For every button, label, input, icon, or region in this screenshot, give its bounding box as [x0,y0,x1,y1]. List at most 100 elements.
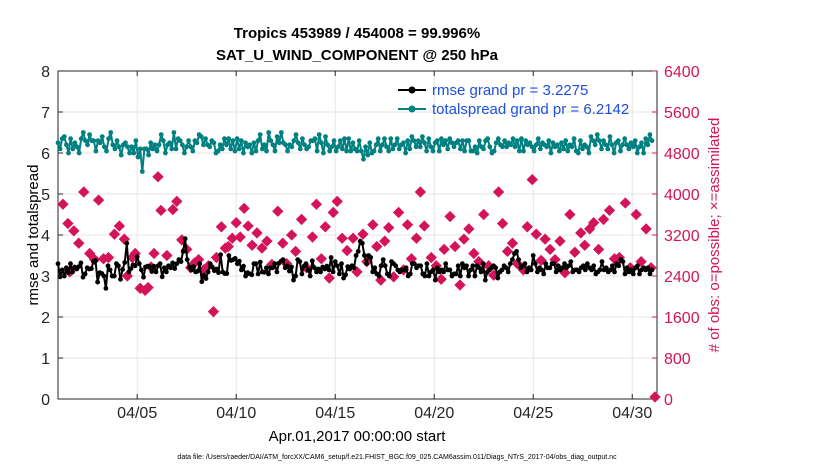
obs-marker [564,208,576,221]
totalspread-point [228,146,234,152]
rmse-point [118,276,123,282]
totalspread-point [630,144,636,150]
totalspread-point [238,138,244,144]
rmse-point [303,261,309,267]
totalspread-point [148,140,154,146]
totalspread-point [599,146,604,152]
totalspread-point [285,148,290,154]
obs-marker [410,232,423,244]
totalspread-point [367,140,373,146]
rmse-point [460,261,465,267]
totalspread-point [377,148,383,154]
y-tick-label-left: 2 [41,310,50,327]
totalspread-point [554,142,560,148]
totalspread-point [306,144,312,150]
obs-marker [92,194,105,206]
totalspread-point [365,152,371,158]
rmse-point [351,265,357,271]
rmse-point [370,269,376,275]
totalspread-point [268,138,274,144]
obs-marker [246,239,258,251]
rmse-point [328,255,334,260]
y-tick-label-right: 1600 [664,310,700,327]
obs-marker [315,253,328,265]
totalspread-point [127,150,132,156]
rmse-point [339,261,344,267]
rmse-point [447,267,453,273]
totalspread-point [104,148,109,154]
totalspread-point [101,144,107,150]
rmse-point [503,265,509,271]
rmse-point [136,261,142,267]
totalspread-point [605,146,611,152]
totalspread-point [224,142,229,148]
totalspread-point [331,138,337,144]
obs-marker [544,243,556,256]
rmse-point [530,253,536,258]
totalspread-point [80,130,86,135]
rmse-point [101,273,107,279]
rmse-point [528,267,534,273]
rmse-point [170,260,176,266]
rmse-point [291,277,296,283]
totalspread-point [637,144,642,150]
rmse-point [535,269,540,275]
rmse-point [318,269,323,275]
totalspread-point [639,140,644,146]
totalspread-point [559,140,564,146]
totalspread-point [390,146,396,152]
obs-marker [383,221,395,234]
rmse-point [493,265,499,271]
x-axis-label: Apr.01,2017 00:00:00 start [269,428,447,445]
totalspread-point [538,146,543,152]
totalspread-point [396,146,402,152]
x-tick-label: 04/10 [216,405,256,422]
rmse-point [70,269,75,275]
rmse-point [264,265,269,271]
rmse-point [441,269,446,275]
totalspread-point [321,150,326,156]
rmse-point [57,274,63,280]
rmse-point [182,236,188,242]
rmse-point [432,277,438,283]
obs-marker [341,244,353,257]
rmse-point [161,265,167,271]
obs-marker [148,247,160,260]
obs-marker [207,306,220,318]
obs-marker [272,205,284,217]
rmse-point [299,271,305,277]
obs-marker [579,239,591,251]
rmse-point [164,269,169,275]
x-ticks: 04/05 04/10 04/15 04/20 04/25 04/30 [117,71,652,422]
totalspread-point [607,134,613,140]
totalspread-point [83,138,88,144]
totalspread-point [283,142,288,148]
obs-marker [649,391,661,403]
obs-marker [449,240,461,253]
totalspread-point [262,142,267,148]
totalspread-point [329,144,335,150]
totalspread-point [445,146,451,152]
y-ticks-right: 0 800 1600 2400 3200 4000 4800 5600 6400 [652,64,700,409]
rmse-point [297,259,303,264]
totalspread-point [466,138,472,144]
rmse-point [426,273,432,279]
totalspread-point [327,148,333,154]
rmse-point [378,263,384,269]
totalspread-point [314,148,320,154]
totalspread-point [158,132,164,138]
totalspread-point [78,136,84,142]
rmse-point [116,263,121,269]
totalspread-point [557,148,562,154]
obs-marker [492,186,505,198]
totalspread-point [85,142,90,148]
totalspread-point [481,146,486,152]
totalspread-point [622,136,628,142]
totalspread-point [578,138,583,144]
totalspread-point [255,138,261,144]
rmse-point [68,261,73,267]
totalspread-point [276,140,282,146]
totalspread-point [93,148,99,154]
totalspread-point [354,148,360,154]
rmse-point [422,273,428,279]
